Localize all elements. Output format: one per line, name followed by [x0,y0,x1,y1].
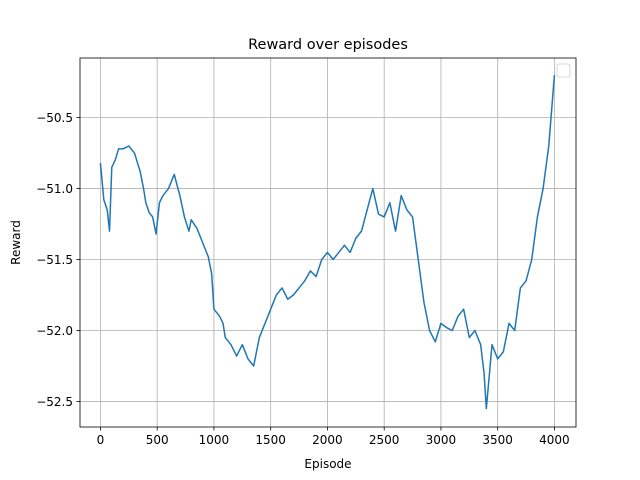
x-tick-label: 500 [146,433,169,447]
plot-frame [79,57,577,428]
legend-box [556,63,571,78]
series-layer [99,74,556,410]
y-axis-label: Reward [9,220,23,265]
grid [80,58,576,427]
ticks: 0 500 1000 1500 2000 2500 3000 3500 4000 −52.5 −52… [36,111,569,447]
legend [556,63,571,78]
x-tick-label: 1000 [199,433,230,447]
x-tick-label: 0 [97,433,105,447]
reward-series-line [99,74,556,410]
x-axis-label: Episode [304,457,351,471]
y-tick-label: −50.5 [36,111,73,125]
chart-title: Reward over episodes [248,37,408,53]
x-tick-label: 2500 [369,433,400,447]
x-tick-label: 4000 [539,433,570,447]
x-tick-label: 3500 [482,433,513,447]
x-tick-label: 3000 [426,433,457,447]
y-tick-label: −51.0 [36,182,73,196]
y-tick-label: −51.5 [36,253,73,267]
y-tick-label: −52.5 [36,395,73,409]
y-tick-label: −52.0 [36,324,73,338]
x-tick-label: 1500 [255,433,286,447]
x-tick-label: 2000 [312,433,343,447]
